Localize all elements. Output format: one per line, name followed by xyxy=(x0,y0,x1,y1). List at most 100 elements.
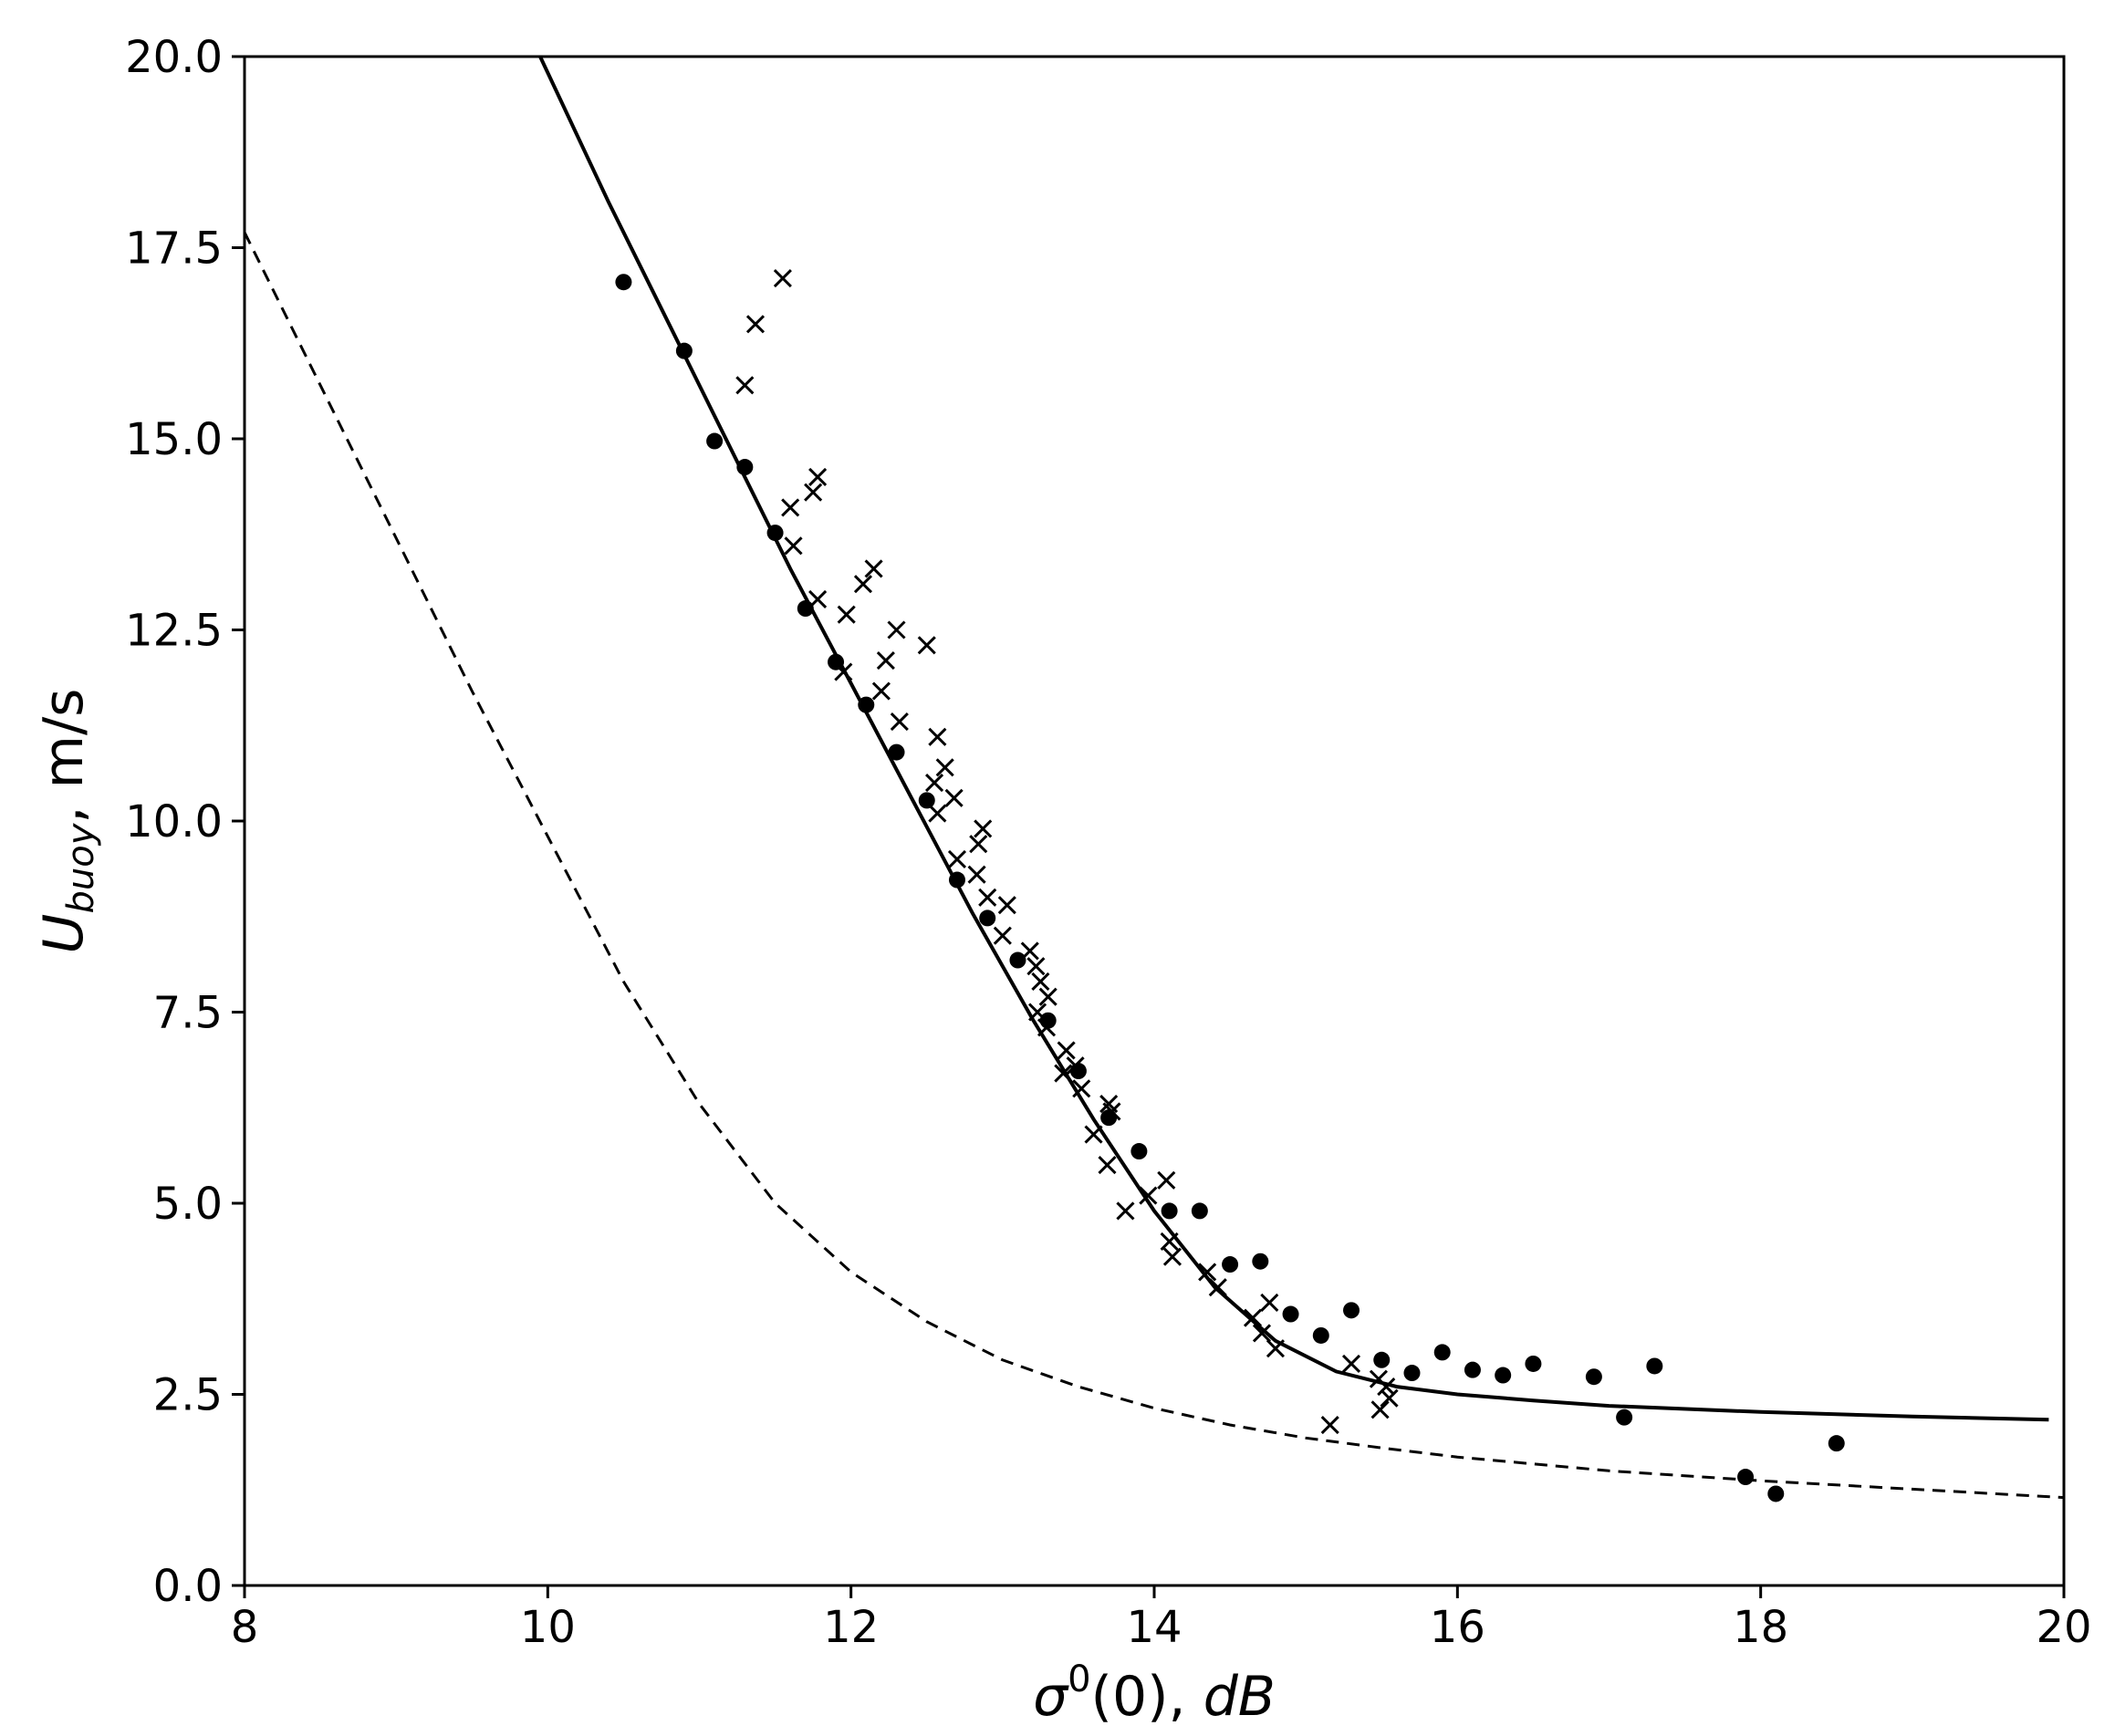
cross-point xyxy=(978,888,997,907)
y-tick-label: 10.0 xyxy=(125,796,223,847)
circle-point xyxy=(706,432,724,450)
cross-point xyxy=(1160,1232,1179,1251)
circle-point xyxy=(1525,1355,1542,1372)
y-tick-label: 17.5 xyxy=(125,223,223,275)
cross-point xyxy=(1038,987,1058,1006)
circle-point xyxy=(1222,1256,1239,1273)
x-tick-label: 14 xyxy=(1126,1602,1182,1653)
cross-point xyxy=(1031,972,1050,992)
y-tick-label: 15.0 xyxy=(125,414,223,465)
cross-point xyxy=(928,727,947,746)
cross-point xyxy=(1026,957,1046,976)
cross-point xyxy=(871,681,891,701)
cross-point xyxy=(1252,1324,1272,1343)
circle-point xyxy=(1616,1409,1633,1426)
cross-point xyxy=(1084,1125,1103,1144)
cross-point xyxy=(917,636,936,655)
cross-point xyxy=(773,268,792,288)
x-axis-label-sup: 0 xyxy=(1068,1658,1090,1700)
y-axis-label-sub: buoy xyxy=(60,822,102,913)
y-axis-label: Ubuoy, m/s xyxy=(32,689,102,954)
cross-point xyxy=(1162,1247,1183,1266)
circle-point xyxy=(1100,1109,1118,1127)
circle-point xyxy=(858,696,875,713)
circle-point xyxy=(1828,1435,1845,1452)
circle-point xyxy=(675,342,693,359)
circle-point xyxy=(1069,1063,1087,1080)
cross-point xyxy=(1377,1377,1396,1397)
cross-point xyxy=(784,536,803,556)
x-tick-label: 12 xyxy=(823,1602,879,1653)
cross-point xyxy=(890,712,909,732)
cross-point xyxy=(864,559,883,578)
circle-point xyxy=(1737,1469,1755,1486)
circle-point xyxy=(615,274,632,291)
cross-point xyxy=(837,605,856,624)
cross-point xyxy=(735,376,755,395)
y-tick-label: 7.5 xyxy=(153,988,223,1039)
dashed-curve xyxy=(245,232,2064,1500)
cross-point xyxy=(1102,1102,1121,1121)
cross-point xyxy=(1054,1064,1073,1083)
cross-point xyxy=(947,849,967,868)
cross-point xyxy=(808,589,828,609)
x-tick-label: 16 xyxy=(1430,1602,1485,1653)
circle-point xyxy=(1312,1326,1329,1344)
cross-point xyxy=(1260,1293,1279,1313)
cross-point xyxy=(928,804,947,823)
circle-point xyxy=(979,910,996,927)
x-axis-label-sigma: σ xyxy=(1033,1665,1069,1729)
cross-point xyxy=(969,835,988,854)
circle-point xyxy=(766,525,784,542)
cross-point xyxy=(1370,1400,1390,1419)
y-tick-label: 20.0 xyxy=(125,32,223,83)
y-axis-label-base: U xyxy=(32,914,96,954)
cross-point xyxy=(1098,1156,1117,1175)
cross-point xyxy=(944,788,964,807)
circle-point xyxy=(1282,1305,1299,1323)
cross-point xyxy=(1320,1415,1339,1435)
solid-curve xyxy=(538,57,2049,1422)
cross-point xyxy=(1208,1278,1227,1297)
circle-point xyxy=(1009,951,1026,969)
cross-point xyxy=(745,315,766,334)
plot-frame xyxy=(243,55,2066,1587)
y-tick-label: 12.5 xyxy=(125,606,223,657)
circle-point xyxy=(888,743,905,761)
y-tick-label: 0.0 xyxy=(153,1561,223,1612)
cross-point xyxy=(1243,1308,1263,1327)
cross-point xyxy=(1116,1201,1135,1221)
circle-point xyxy=(1464,1361,1481,1378)
circle-point xyxy=(948,871,965,889)
circle-point xyxy=(1161,1202,1178,1220)
y-tick-label: 5.0 xyxy=(153,1179,223,1230)
circle-point xyxy=(918,792,935,809)
cross-point xyxy=(1198,1263,1217,1282)
cross-point xyxy=(967,865,986,884)
circle-point xyxy=(1343,1302,1360,1319)
x-axis-label-unit: dB xyxy=(1203,1665,1276,1729)
cross-point xyxy=(1037,1018,1057,1037)
cross-point xyxy=(804,483,823,502)
plot-area xyxy=(245,57,2064,1502)
cross-point xyxy=(997,896,1016,915)
circle-point xyxy=(1585,1368,1602,1386)
circle-point xyxy=(1767,1485,1785,1502)
cross-point xyxy=(974,819,993,838)
circle-point xyxy=(1191,1202,1208,1220)
cross-point xyxy=(1139,1186,1158,1205)
cross-point xyxy=(1027,1003,1047,1022)
x-tick-label: 8 xyxy=(231,1602,259,1653)
cross-point xyxy=(887,620,906,639)
cross-point xyxy=(924,774,944,793)
cross-point xyxy=(1066,1056,1085,1076)
cross-point xyxy=(1266,1339,1285,1358)
cross-point xyxy=(1380,1388,1399,1408)
x-tick-label: 10 xyxy=(520,1602,576,1653)
x-tick-label: 20 xyxy=(2036,1602,2091,1653)
y-tick-label: 2.5 xyxy=(153,1370,223,1421)
circle-point xyxy=(1373,1351,1391,1368)
cross-point xyxy=(935,758,954,777)
x-axis-label-mid: (0), xyxy=(1091,1665,1203,1729)
axis-ticks: 8 10 12 14 16 18 20 0.0 2.5 5.0 7.5 10.0 12.5 15.0 17.… xyxy=(125,32,2091,1653)
